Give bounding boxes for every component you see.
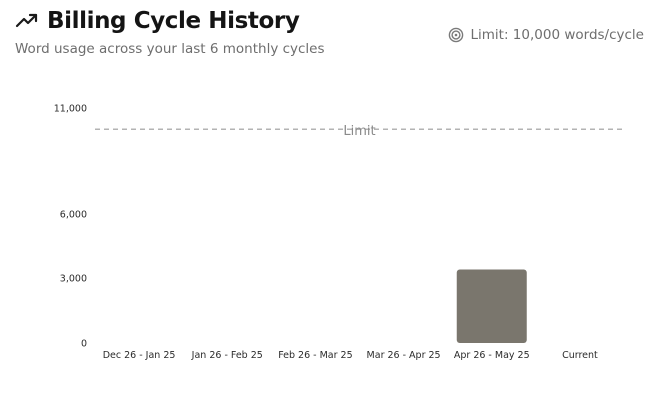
trending-up-icon	[15, 13, 38, 28]
y-tick-label: 11,000	[54, 104, 87, 115]
bar[interactable]	[456, 269, 527, 343]
target-icon	[448, 27, 463, 43]
title-row: Billing Cycle History	[15, 8, 325, 34]
page-subtitle: Word usage across your last 6 monthly cy…	[15, 41, 325, 57]
y-axis: 0 3,000 6,000 11,000	[54, 104, 87, 350]
chart-header: Billing Cycle History Word usage across …	[15, 8, 325, 57]
x-tick-label: Feb 26 - Mar 25	[278, 350, 352, 361]
x-tick-label: Jan 26 - Feb 25	[191, 350, 263, 361]
limit-badge-label: Limit: 10,000 words/cycle	[470, 27, 645, 43]
limit-badge: Limit: 10,000 words/cycle	[448, 27, 645, 43]
x-tick-label: Apr 26 - May 25	[454, 350, 530, 361]
limit-reference: Limit	[95, 124, 624, 139]
x-tick-label: Mar 26 - Apr 25	[367, 350, 441, 361]
x-tick-label: Dec 26 - Jan 25	[103, 350, 176, 361]
page-title: Billing Cycle History	[47, 8, 300, 34]
bars	[456, 269, 527, 343]
x-axis: Dec 26 - Jan 25 Jan 26 - Feb 25 Feb 26 - M…	[103, 350, 598, 361]
limit-line-label: Limit	[343, 124, 375, 139]
y-tick-label: 3,000	[60, 274, 87, 285]
y-tick-label: 6,000	[60, 210, 87, 221]
x-tick-label: Current	[562, 350, 598, 361]
y-tick-label: 0	[81, 339, 87, 350]
